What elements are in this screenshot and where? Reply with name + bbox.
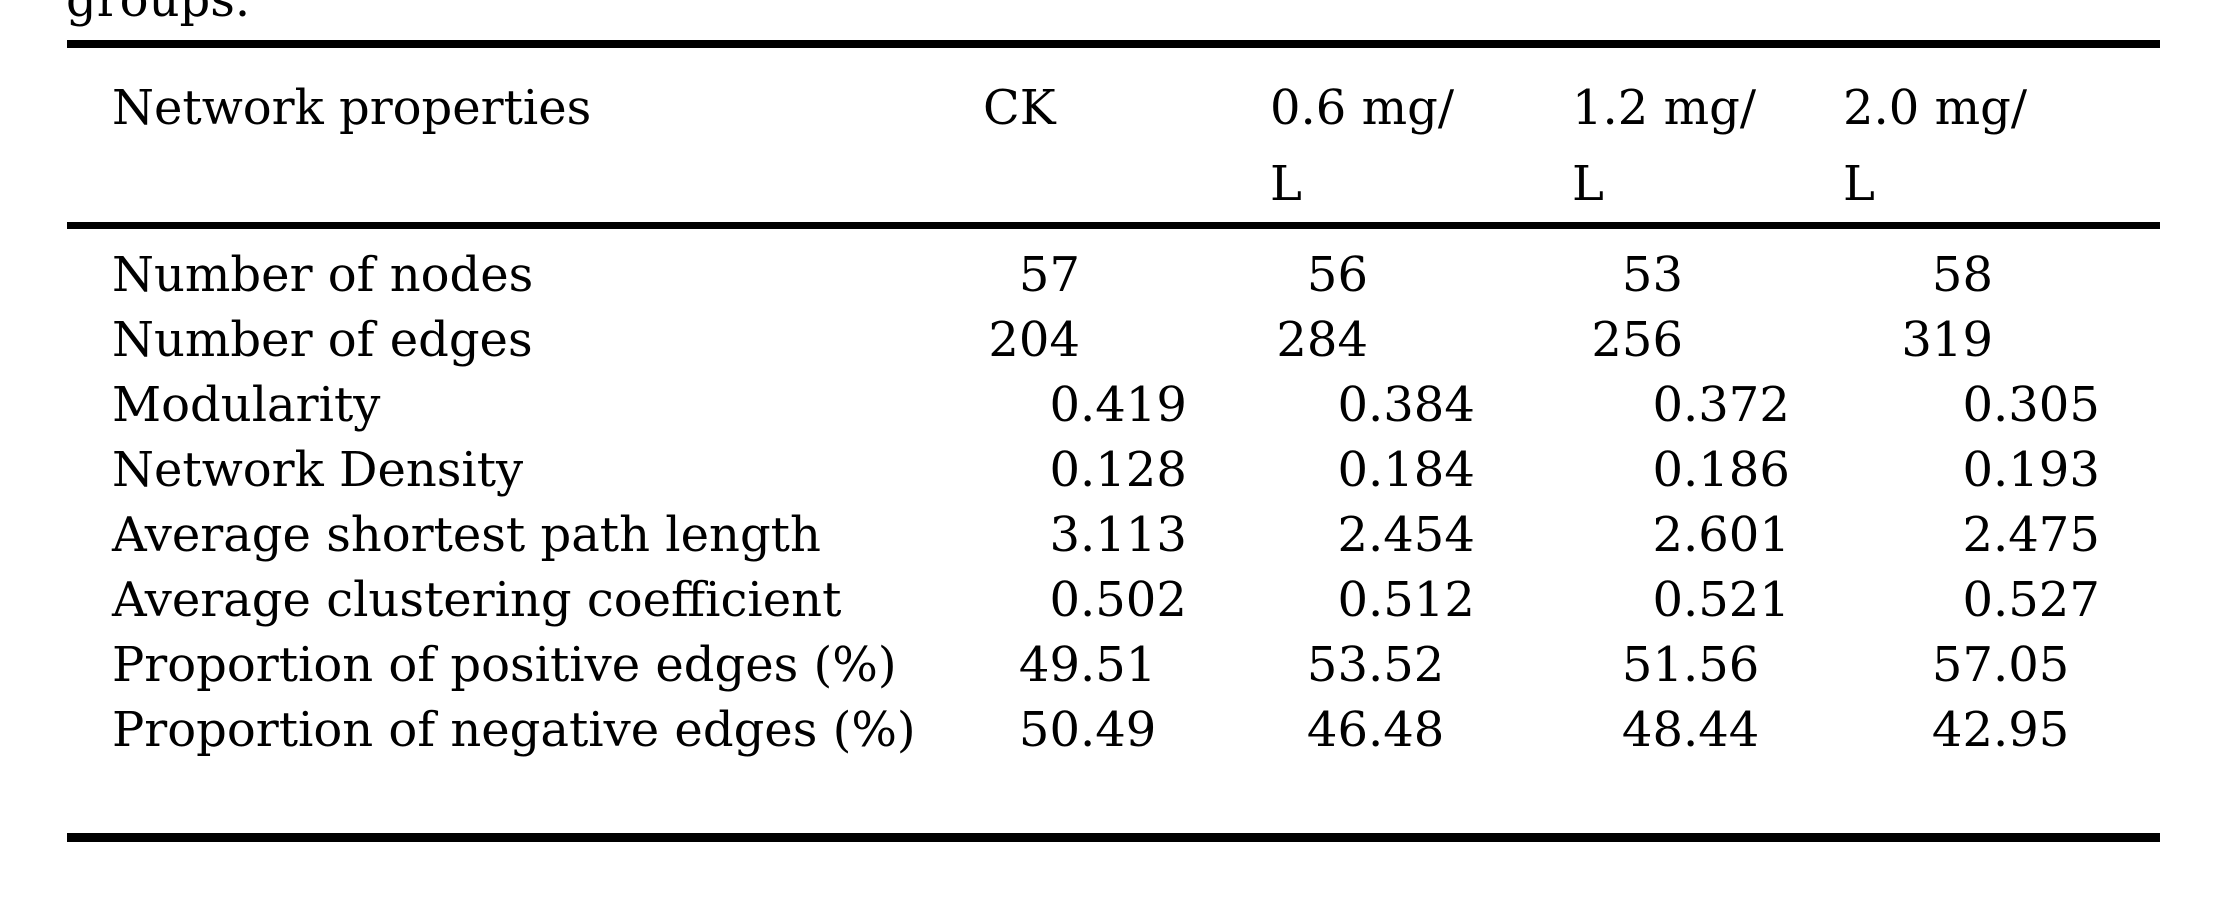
row-label: Proportion of negative edges (%) xyxy=(112,702,916,758)
cell-value: 58 xyxy=(1931,247,1993,303)
table-row: Proportion of positive edges (%) 49.51 5… xyxy=(67,633,2160,698)
caption-fragment: groups. xyxy=(66,0,251,28)
table-row: Number of nodes 57 56 53 58 xyxy=(67,226,2160,309)
row-label: Proportion of positive edges (%) xyxy=(112,637,897,693)
cell-value: 2.601 xyxy=(1652,507,1790,563)
cell-value: 0.305 xyxy=(1962,377,2100,433)
cell-value: 46.48 xyxy=(1306,702,1445,758)
table-row: Proportion of negative edges (%) 50.49 4… xyxy=(67,698,2160,838)
header-2-0-mg-l: 2.0 mg/ L xyxy=(1840,44,2160,226)
cell-value: 319 xyxy=(1901,312,1993,368)
header-line1: CK xyxy=(983,80,1056,136)
header-line2: L xyxy=(1843,156,1875,212)
cell-value: 256 xyxy=(1591,312,1683,368)
header-line2: L xyxy=(1270,156,1302,212)
network-properties-table: Network properties CK 0.6 mg/ L 1.2 mg/ … xyxy=(67,40,2160,842)
table-row: Average shortest path length 3.113 2.454… xyxy=(67,503,2160,568)
cell-value: 49.51 xyxy=(1018,637,1157,693)
cell-value: 56 xyxy=(1306,247,1368,303)
cell-value: 3.113 xyxy=(1049,507,1187,563)
cell-value: 0.512 xyxy=(1337,572,1475,628)
table-row: Network Density 0.128 0.184 0.186 0.193 xyxy=(67,438,2160,503)
cell-value: 0.372 xyxy=(1652,377,1790,433)
cell-value: 53.52 xyxy=(1306,637,1445,693)
cell-value: 0.521 xyxy=(1652,572,1790,628)
cell-value: 42.95 xyxy=(1931,702,2070,758)
header-network-properties: Network properties xyxy=(67,44,940,226)
table-header: Network properties CK 0.6 mg/ L 1.2 mg/ … xyxy=(67,44,2160,226)
table-row: Number of edges 204 284 256 319 xyxy=(67,308,2160,373)
table-body: Number of nodes 57 56 53 58 Number of ed… xyxy=(67,226,2160,838)
header-ck: CK xyxy=(940,44,1255,226)
cell-value: 0.502 xyxy=(1049,572,1187,628)
table-row: Modularity 0.419 0.384 0.372 0.305 xyxy=(67,373,2160,438)
row-label: Average shortest path length xyxy=(112,507,821,563)
header-line1: 0.6 mg/ xyxy=(1270,80,1455,136)
cell-value: 0.527 xyxy=(1962,572,2100,628)
cell-value: 2.475 xyxy=(1962,507,2100,563)
cell-value: 50.49 xyxy=(1018,702,1157,758)
header-line1: Network properties xyxy=(112,80,592,136)
cell-value: 0.193 xyxy=(1962,442,2100,498)
cell-value: 0.184 xyxy=(1337,442,1475,498)
network-properties-table-container: Network properties CK 0.6 mg/ L 1.2 mg/ … xyxy=(67,40,2160,842)
cell-value: 284 xyxy=(1276,312,1368,368)
cell-value: 0.128 xyxy=(1049,442,1187,498)
row-label: Modularity xyxy=(112,377,381,433)
cell-value: 48.44 xyxy=(1621,702,1760,758)
header-0-6-mg-l: 0.6 mg/ L xyxy=(1255,44,1560,226)
header-row: Network properties CK 0.6 mg/ L 1.2 mg/ … xyxy=(67,44,2160,226)
cell-value: 0.419 xyxy=(1049,377,1187,433)
header-1-2-mg-l: 1.2 mg/ L xyxy=(1560,44,1840,226)
cell-value: 0.384 xyxy=(1337,377,1475,433)
cell-value: 53 xyxy=(1621,247,1683,303)
cell-value: 57.05 xyxy=(1931,637,2070,693)
cell-value: 57 xyxy=(1018,247,1080,303)
cell-value: 2.454 xyxy=(1337,507,1475,563)
cell-value: 0.186 xyxy=(1652,442,1790,498)
row-label: Number of nodes xyxy=(112,247,534,303)
header-line2: L xyxy=(1572,156,1604,212)
table-row: Average clustering coefficient 0.502 0.5… xyxy=(67,568,2160,633)
header-line1: 2.0 mg/ xyxy=(1843,80,2028,136)
row-label: Number of edges xyxy=(112,312,533,368)
row-label: Average clustering coefficient xyxy=(112,572,842,628)
header-line1: 1.2 mg/ xyxy=(1572,80,1757,136)
cell-value: 51.56 xyxy=(1621,637,1760,693)
cell-value: 204 xyxy=(988,312,1080,368)
row-label: Network Density xyxy=(112,442,524,498)
